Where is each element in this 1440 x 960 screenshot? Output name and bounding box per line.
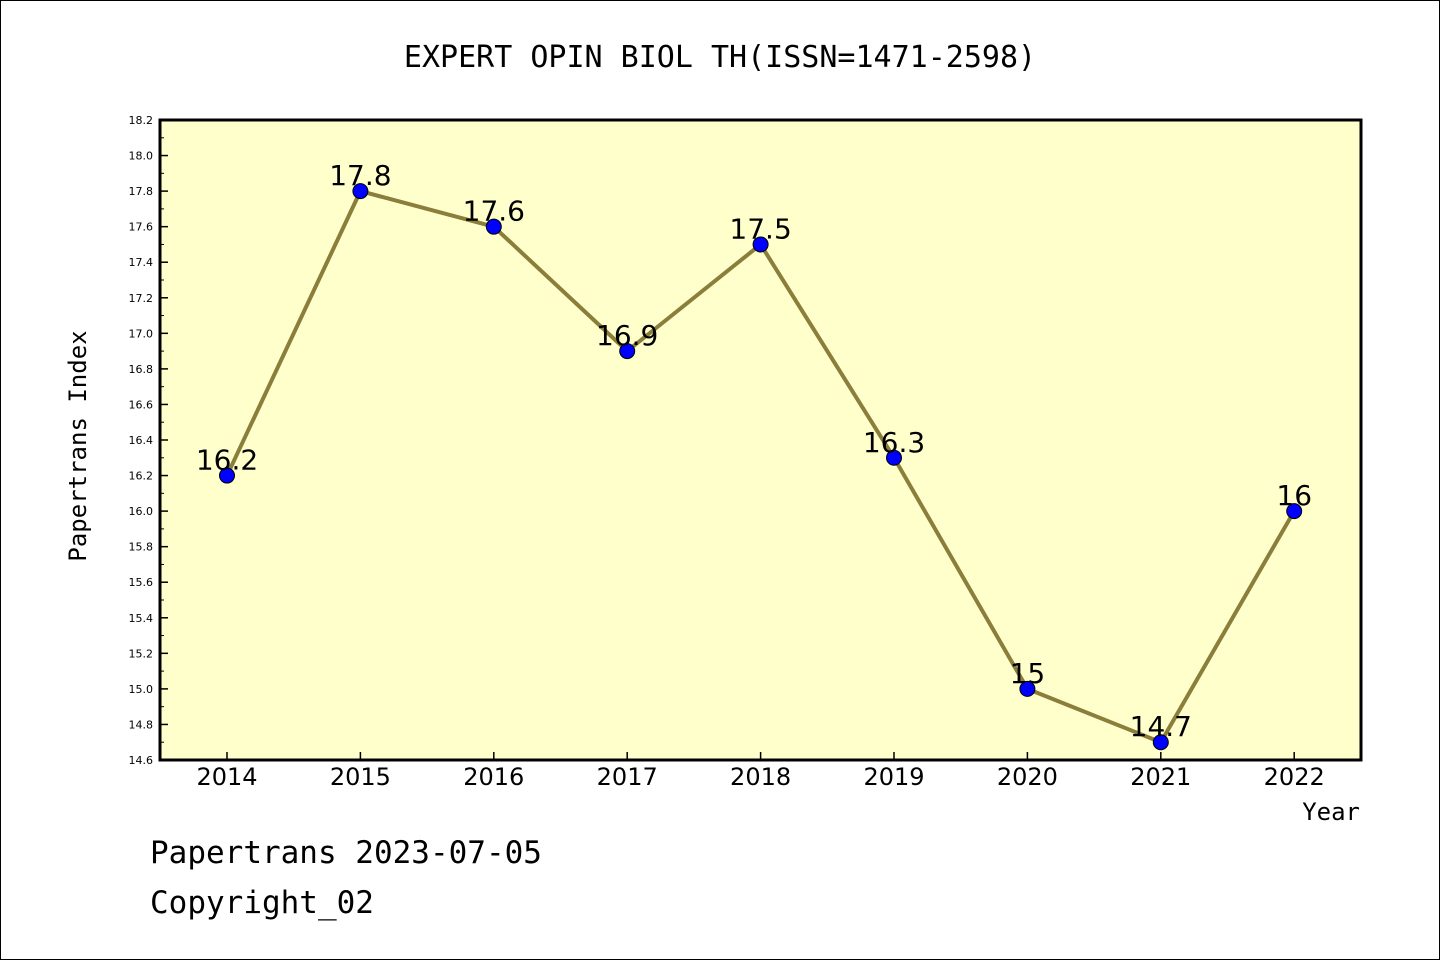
y-tick-label: 15.4	[129, 612, 154, 625]
y-tick-label: 17.8	[129, 185, 154, 198]
data-point	[1286, 503, 1303, 520]
data-label: 16.2	[196, 444, 258, 477]
data-point	[619, 343, 636, 360]
y-tick-label: 16.2	[129, 470, 154, 483]
x-tick-label: 2018	[730, 763, 791, 791]
y-tick-label: 17.2	[129, 292, 154, 305]
y-tick-label: 16.6	[129, 398, 154, 411]
y-tick-label: 18.2	[129, 114, 154, 127]
y-tick-label: 15.6	[129, 576, 154, 589]
y-tick-label: 16.4	[129, 434, 154, 447]
data-point	[352, 183, 369, 200]
data-point	[1152, 734, 1169, 751]
data-label: 17.8	[329, 159, 391, 192]
data-label: 17.5	[729, 212, 791, 245]
y-tick-label: 17.0	[129, 327, 154, 340]
y-axis: 14.6 14.8 15.0 15.2 15.4 15.6 15.8 16.0 16.2 16.4…	[129, 114, 168, 767]
y-tick-label: 17.6	[129, 221, 154, 234]
y-tick-label: 18.0	[129, 150, 154, 163]
x-axis-label: Year	[1302, 798, 1360, 826]
y-tick-label: 16.0	[129, 505, 154, 518]
x-axis: 2014 2015 2016 2017 2018 2019 2020 2021 2022	[196, 752, 1325, 791]
footer-date: Papertrans 2023-07-05	[150, 835, 542, 871]
chart-title: EXPERT OPIN BIOL TH(ISSN=1471-2598)	[404, 40, 1036, 75]
data-labels: 16.2 17.8 17.6 16.9 17.5 16.3 15 14.7 16	[196, 159, 1312, 743]
x-tick-label: 2014	[196, 763, 257, 791]
data-label: 14.7	[1130, 710, 1192, 743]
x-tick-label: 2022	[1264, 763, 1325, 791]
data-point	[752, 236, 769, 253]
data-label: 17.6	[463, 195, 525, 228]
x-tick-label: 2017	[597, 763, 658, 791]
y-tick-label: 15.8	[129, 541, 154, 554]
x-tick-label: 2020	[997, 763, 1058, 791]
y-tick-label: 15.2	[129, 647, 154, 660]
x-tick-label: 2021	[1130, 763, 1191, 791]
data-point	[219, 467, 235, 484]
data-point	[1019, 680, 1036, 697]
data-label: 16.9	[596, 319, 658, 352]
y-tick-label: 15.0	[129, 683, 154, 696]
data-label: 15	[1010, 657, 1046, 690]
series-markers	[219, 183, 1303, 751]
data-label: 16	[1276, 479, 1312, 512]
y-tick-label: 17.4	[129, 256, 154, 269]
y-axis-label: Papertrans Index	[64, 330, 92, 561]
plot-area	[158, 118, 1363, 762]
y-tick-label: 16.8	[129, 363, 154, 376]
data-label: 16.3	[863, 426, 925, 459]
x-tick-label: 2015	[330, 763, 391, 791]
x-tick-label: 2016	[463, 763, 524, 791]
y-tick-label: 14.8	[129, 718, 154, 731]
data-point	[886, 449, 902, 466]
y-tick-label: 14.6	[129, 754, 154, 767]
footer-copyright: Copyright_02	[150, 885, 374, 921]
data-point	[485, 218, 502, 235]
x-tick-label: 2019	[863, 763, 924, 791]
